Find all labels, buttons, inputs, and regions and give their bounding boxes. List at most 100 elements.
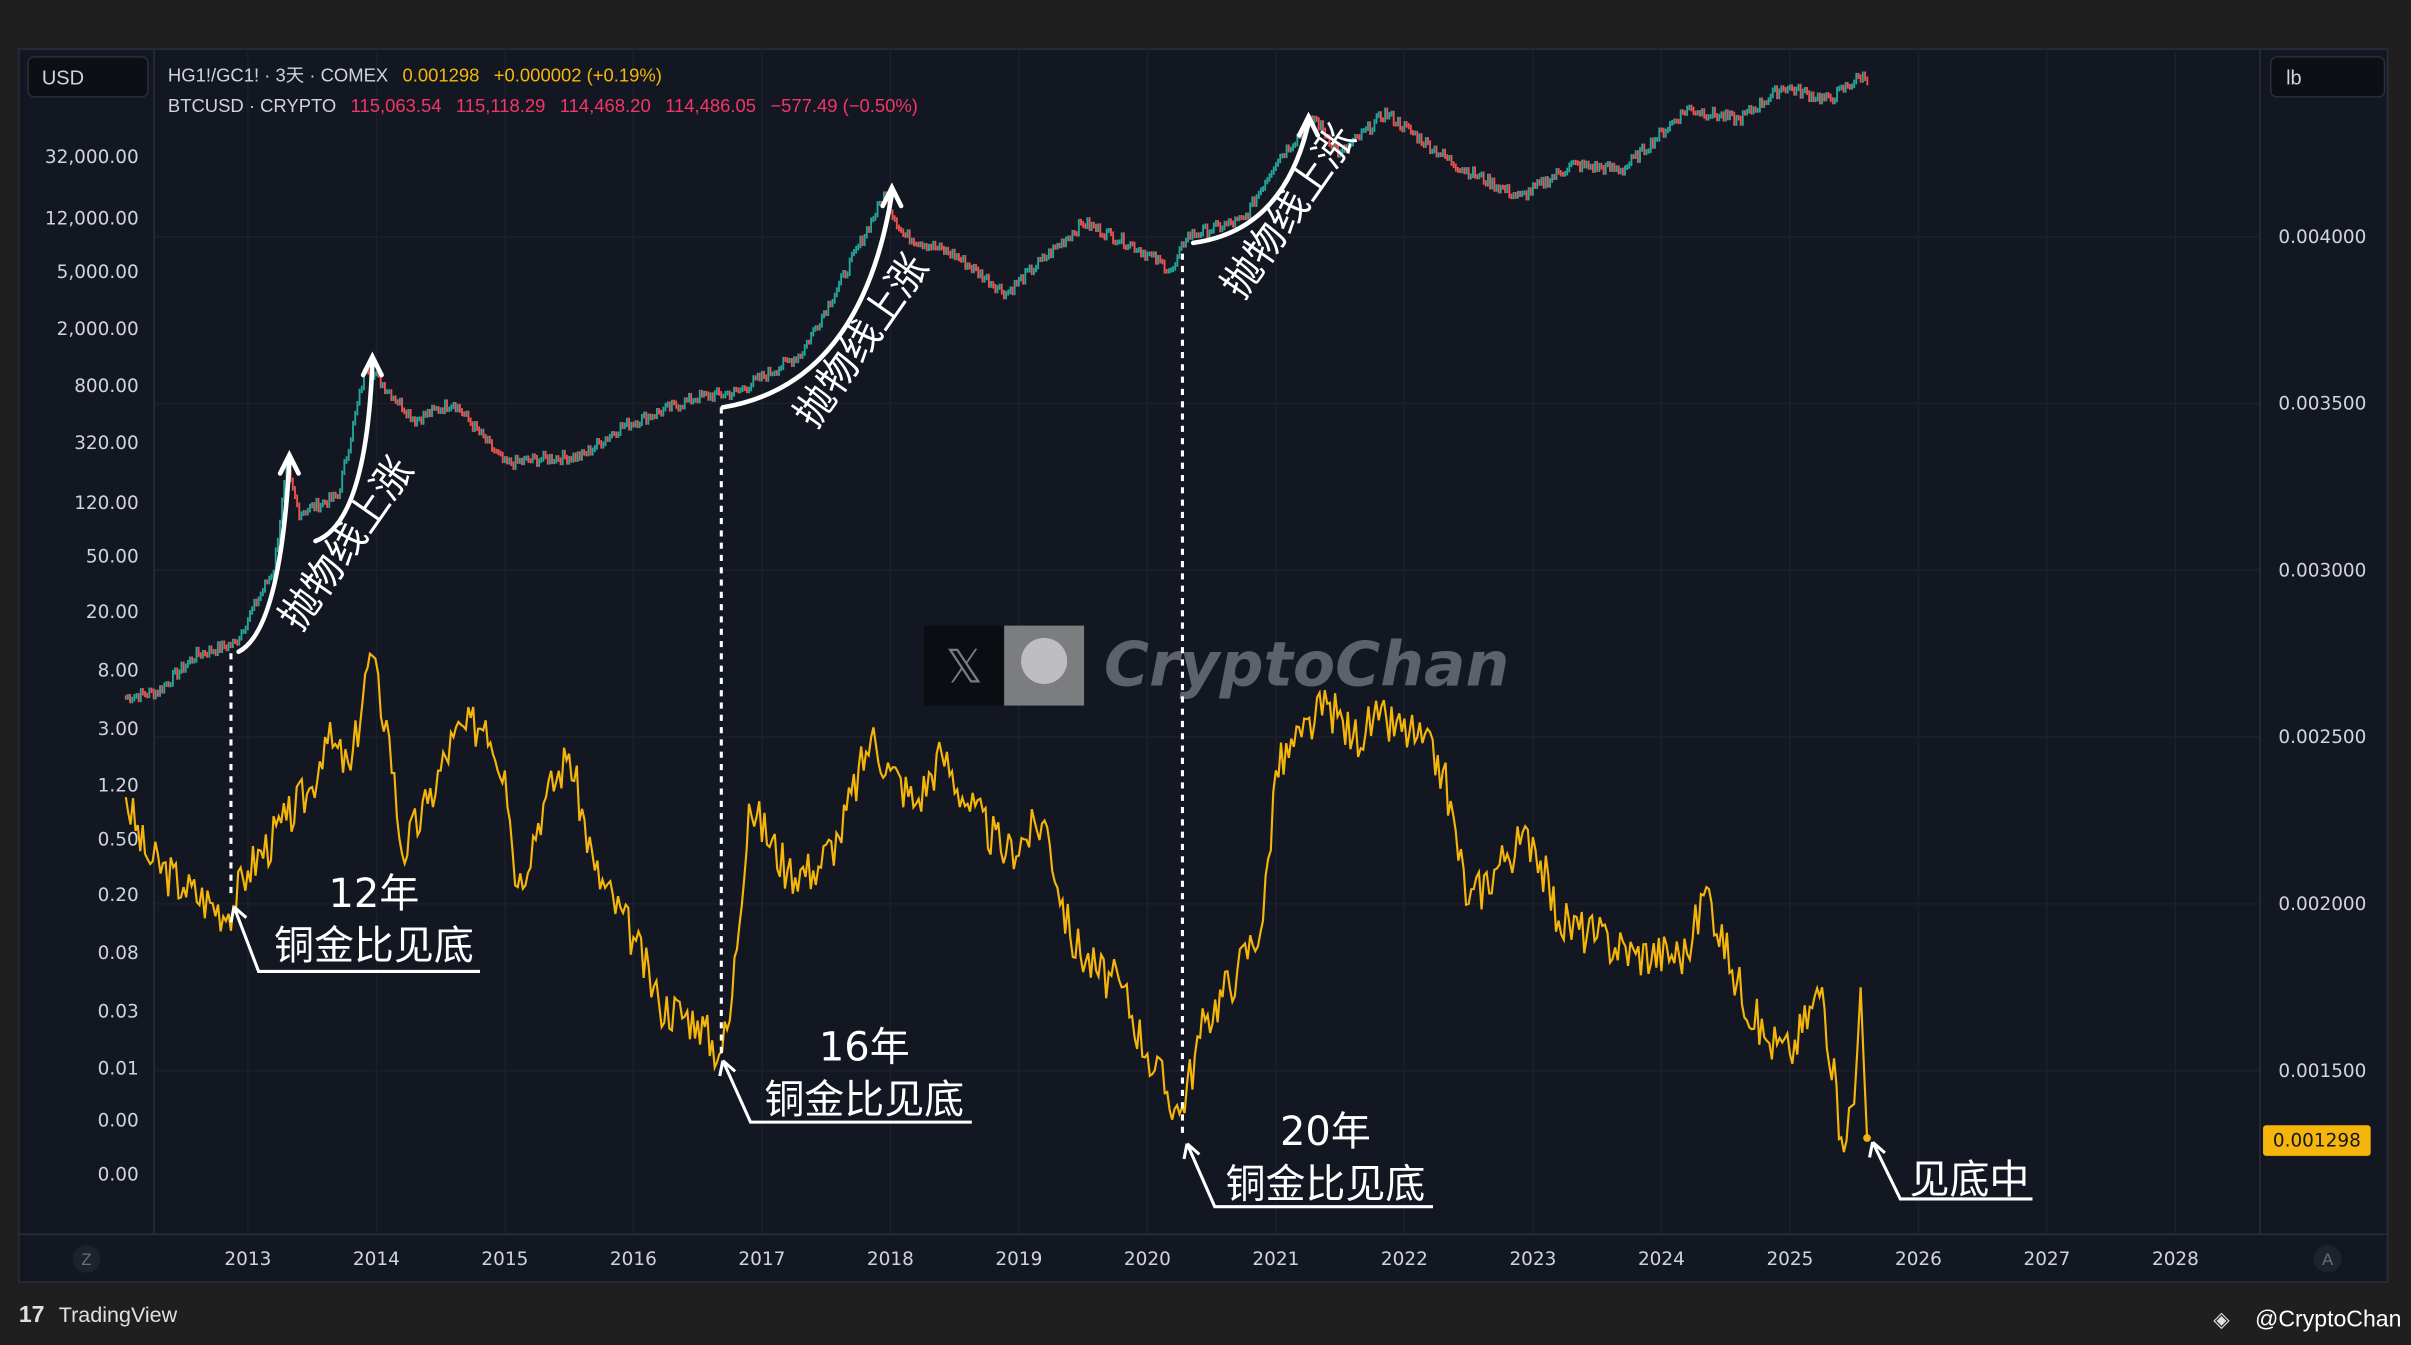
btc-candle <box>617 431 620 438</box>
btc-candle <box>150 687 153 694</box>
btc-candle <box>291 477 294 491</box>
btc-candle <box>951 248 954 259</box>
btc-candle <box>506 456 508 465</box>
btc-candle <box>700 389 703 398</box>
btc-candle <box>542 450 545 462</box>
btc-candle <box>1373 119 1376 132</box>
btc-candle <box>186 659 189 669</box>
chart-pane[interactable] <box>18 48 2389 1283</box>
btc-candle <box>752 375 755 388</box>
auto-scale-button[interactable] <box>2313 1245 2342 1273</box>
btc-candle <box>1056 242 1059 250</box>
btc-candle <box>1675 118 1678 124</box>
btc-candle <box>1467 167 1470 180</box>
x-tick-label: 2027 <box>2023 1249 2070 1270</box>
btc-candle <box>1836 86 1838 103</box>
btc-candle <box>1502 184 1504 190</box>
btc-candle <box>208 645 211 658</box>
scale-button-left-label[interactable]: Z <box>81 1250 91 1269</box>
btc-candle <box>1277 158 1279 167</box>
unit-button[interactable] <box>2269 56 2386 98</box>
btc-candle <box>1328 134 1331 147</box>
btc-candle <box>626 417 628 428</box>
btc-candle <box>182 661 185 673</box>
btc-candle <box>1144 249 1147 261</box>
btc-candle <box>1319 120 1322 131</box>
btc-candle <box>1116 239 1119 246</box>
btc-candle <box>255 598 258 607</box>
btc-candle <box>1161 258 1164 265</box>
btc-candle <box>930 243 933 251</box>
btc-candle <box>938 242 941 251</box>
ratio-series-line <box>124 651 1869 1153</box>
btc-candle <box>673 399 675 406</box>
footer-handle: @CryptoChan <box>2255 1306 2401 1332</box>
btc-candle <box>990 281 992 288</box>
btc-candle <box>1759 97 1761 113</box>
right-axis[interactable]: 0.004000 0.003500 0.003000 0.002500 0.002000… <box>2278 227 2366 1082</box>
btc-candle <box>1178 246 1181 259</box>
btc-candle <box>1292 143 1294 152</box>
btc-candle <box>827 300 830 317</box>
btc-candle <box>1424 137 1427 148</box>
auto-scale-button-label[interactable]: A <box>2322 1250 2334 1269</box>
btc-candle <box>846 271 849 279</box>
time-axis[interactable]: 2013 2014 2015 2016 2017 2018 2019 2020 2021 2022… <box>224 1249 2199 1270</box>
btc-candle <box>1251 196 1254 208</box>
btc-candle <box>1476 174 1479 180</box>
curve-arrow-2021 <box>1190 111 1321 246</box>
x-tick-label: 2016 <box>610 1249 657 1270</box>
btc-candle <box>1521 190 1524 197</box>
btc-candle <box>1673 118 1676 125</box>
btc-candle <box>1506 184 1509 194</box>
btc-candle <box>1461 167 1464 174</box>
left-axis[interactable]: 32,000.00 12,000.00 5,000.00 2,000.00 800.00… <box>45 147 139 1186</box>
btc-candle <box>983 275 986 283</box>
btc-candle <box>1733 111 1736 126</box>
currency-button[interactable] <box>27 56 149 98</box>
btc-candle <box>793 356 795 367</box>
btc-candle <box>968 262 971 270</box>
btc-candle <box>281 497 284 525</box>
currency-button-label[interactable]: USD <box>42 68 84 90</box>
btc-candle <box>1722 111 1725 122</box>
legend-ratio[interactable]: HG1!/GC1! · 3天 · COMEX 0.001298 +0.00000… <box>168 64 662 85</box>
btc-candle <box>1334 141 1337 150</box>
footer-brand[interactable]: TradingView <box>59 1303 178 1327</box>
btc-candle <box>1831 97 1834 105</box>
btc-candle <box>1324 127 1327 139</box>
unit-button-label[interactable]: lb <box>2286 68 2302 90</box>
btc-candle <box>1739 115 1742 126</box>
btc-candle <box>210 645 213 655</box>
btc-candle <box>831 298 834 308</box>
btc-candle <box>1457 166 1459 173</box>
btc-candle <box>859 235 862 249</box>
btc-candle <box>1771 87 1774 99</box>
btc-candle <box>606 436 609 442</box>
btc-candle <box>1384 107 1387 123</box>
btc-candle <box>728 390 731 400</box>
btc-candle <box>1531 182 1534 196</box>
btc-candle <box>812 327 815 337</box>
btc-candle <box>758 372 761 382</box>
left-tick-label: 32,000.00 <box>45 147 139 168</box>
btc-candle <box>1191 228 1194 240</box>
btc-candle <box>619 422 622 436</box>
btc-candle <box>1615 165 1618 173</box>
btc-candle <box>381 382 384 389</box>
btc-candle <box>1375 113 1378 124</box>
btc-candle <box>1512 191 1515 200</box>
btc-candle <box>1866 76 1869 86</box>
btc-candle <box>1129 241 1132 249</box>
scale-button-left[interactable] <box>72 1245 101 1273</box>
btc-candle <box>529 458 532 464</box>
btc-candle <box>1583 159 1586 169</box>
btc-candle <box>1818 92 1821 105</box>
btc-candle <box>473 421 476 432</box>
btc-candle <box>1077 218 1080 237</box>
legend-btc[interactable]: BTCUSD · CRYPTO 115,063.54 115,118.29 11… <box>168 95 918 116</box>
btc-candle <box>799 353 802 359</box>
btc-candle <box>718 387 720 396</box>
btc-candle <box>608 433 611 442</box>
btc-candle <box>1624 165 1626 176</box>
